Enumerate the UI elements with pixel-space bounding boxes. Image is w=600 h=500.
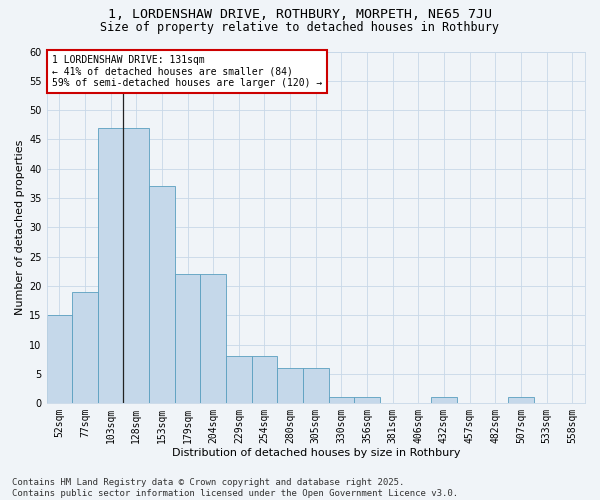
Bar <box>431 398 457 403</box>
Bar <box>124 128 149 403</box>
Text: Size of property relative to detached houses in Rothbury: Size of property relative to detached ho… <box>101 21 499 34</box>
Text: 1, LORDENSHAW DRIVE, ROTHBURY, MORPETH, NE65 7JU: 1, LORDENSHAW DRIVE, ROTHBURY, MORPETH, … <box>108 8 492 20</box>
Bar <box>277 368 303 403</box>
Text: 1 LORDENSHAW DRIVE: 131sqm
← 41% of detached houses are smaller (84)
59% of semi: 1 LORDENSHAW DRIVE: 131sqm ← 41% of deta… <box>52 55 322 88</box>
Bar <box>98 128 124 403</box>
Bar <box>149 186 175 403</box>
Bar <box>354 398 380 403</box>
Bar <box>303 368 329 403</box>
X-axis label: Distribution of detached houses by size in Rothbury: Distribution of detached houses by size … <box>172 448 460 458</box>
Bar <box>508 398 534 403</box>
Bar <box>226 356 251 403</box>
Bar <box>200 274 226 403</box>
Bar <box>47 316 72 403</box>
Bar <box>329 398 354 403</box>
Bar <box>175 274 200 403</box>
Bar <box>72 292 98 403</box>
Text: Contains HM Land Registry data © Crown copyright and database right 2025.
Contai: Contains HM Land Registry data © Crown c… <box>12 478 458 498</box>
Bar <box>251 356 277 403</box>
Y-axis label: Number of detached properties: Number of detached properties <box>15 140 25 315</box>
